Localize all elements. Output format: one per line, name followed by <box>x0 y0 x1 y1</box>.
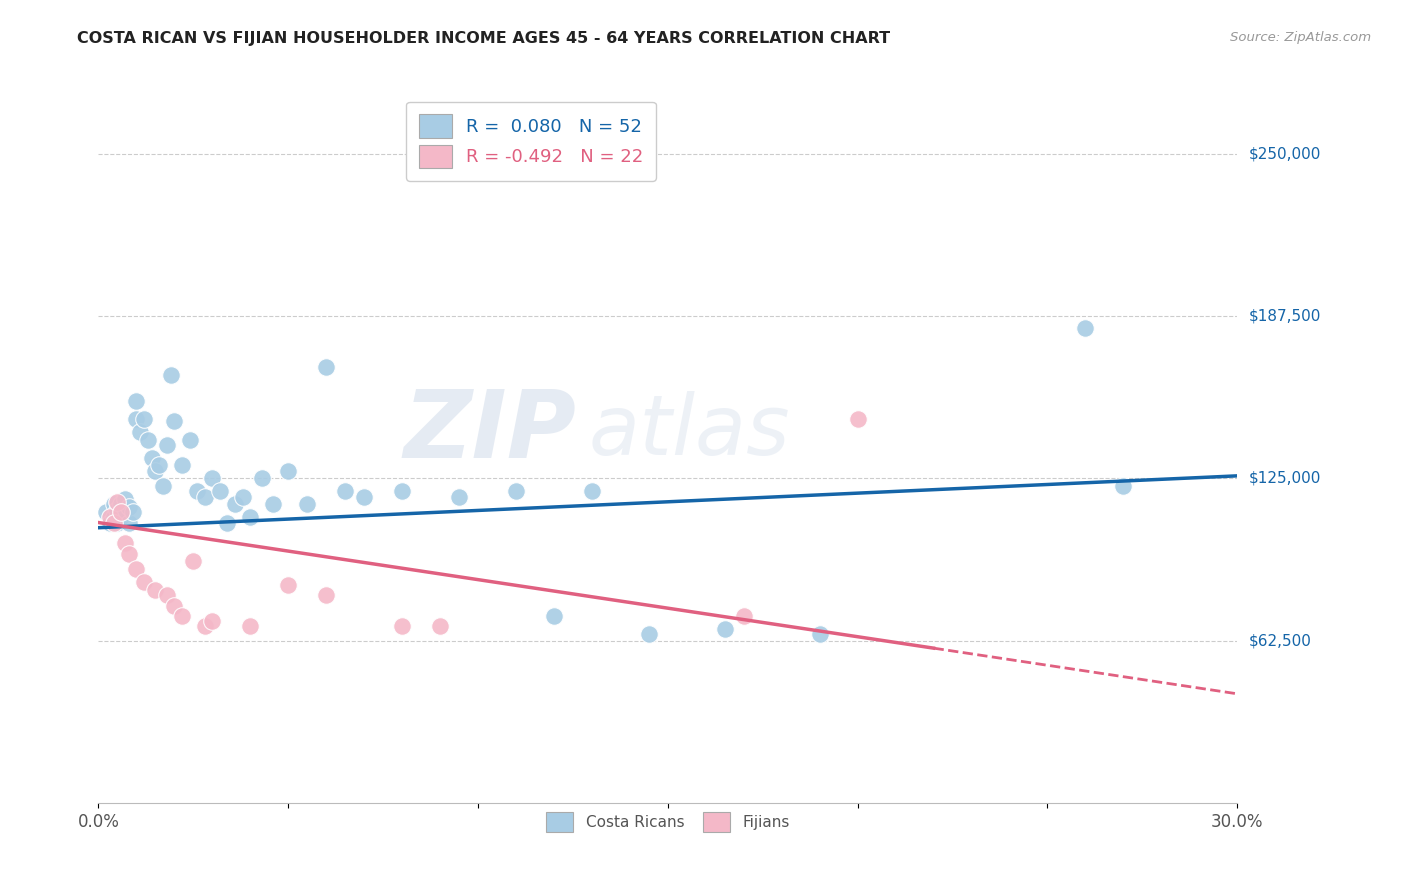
Point <box>194 619 217 633</box>
Point <box>121 505 143 519</box>
Point <box>543 609 565 624</box>
Point <box>232 490 254 504</box>
Point <box>714 622 737 636</box>
Point <box>391 619 413 633</box>
Point <box>277 464 299 478</box>
Point <box>250 471 273 485</box>
Point <box>125 393 148 408</box>
Point <box>98 516 121 530</box>
Point <box>505 484 527 499</box>
Text: $125,000: $125,000 <box>1249 471 1320 486</box>
Point <box>103 510 125 524</box>
Point <box>208 484 231 499</box>
Point <box>156 588 179 602</box>
Point <box>315 359 337 374</box>
Text: ZIP: ZIP <box>404 385 576 478</box>
Point <box>107 495 129 509</box>
Point <box>163 599 186 613</box>
Point <box>239 619 262 633</box>
Point <box>353 490 375 504</box>
Point <box>110 497 132 511</box>
Point <box>808 627 831 641</box>
Text: $62,500: $62,500 <box>1249 633 1312 648</box>
Point <box>335 484 357 499</box>
Text: atlas: atlas <box>588 392 790 472</box>
Point <box>638 627 661 641</box>
Point <box>315 588 337 602</box>
Point <box>103 497 125 511</box>
Point <box>107 516 129 530</box>
Point <box>107 502 129 516</box>
Point <box>118 516 141 530</box>
Point <box>277 578 299 592</box>
Point <box>114 492 136 507</box>
Point <box>98 510 121 524</box>
Text: $250,000: $250,000 <box>1249 146 1320 161</box>
Point <box>145 582 167 597</box>
Point <box>170 458 193 473</box>
Point <box>94 505 117 519</box>
Point <box>1074 321 1097 335</box>
Text: $187,500: $187,500 <box>1249 309 1320 324</box>
Point <box>733 609 755 624</box>
Point <box>262 497 284 511</box>
Point <box>156 438 179 452</box>
Point <box>125 411 148 425</box>
Point <box>194 490 217 504</box>
Point <box>152 479 174 493</box>
Point <box>201 614 224 628</box>
Point <box>132 575 155 590</box>
Point <box>141 450 163 465</box>
Point <box>183 554 205 568</box>
Point <box>170 609 193 624</box>
Text: COSTA RICAN VS FIJIAN HOUSEHOLDER INCOME AGES 45 - 64 YEARS CORRELATION CHART: COSTA RICAN VS FIJIAN HOUSEHOLDER INCOME… <box>77 31 890 46</box>
Legend: Costa Ricans, Fijians: Costa Ricans, Fijians <box>540 806 796 838</box>
Point <box>118 500 141 514</box>
Point <box>114 505 136 519</box>
Point <box>103 516 125 530</box>
Point <box>179 433 201 447</box>
Point <box>201 471 224 485</box>
Point <box>148 458 170 473</box>
Point <box>391 484 413 499</box>
Point <box>1112 479 1135 493</box>
Point <box>429 619 451 633</box>
Point <box>159 368 181 382</box>
Point <box>846 411 869 425</box>
Point <box>297 497 319 511</box>
Point <box>125 562 148 576</box>
Point <box>136 433 159 447</box>
Point <box>114 536 136 550</box>
Point <box>449 490 471 504</box>
Point <box>110 505 132 519</box>
Point <box>129 425 152 439</box>
Point <box>118 547 141 561</box>
Text: Source: ZipAtlas.com: Source: ZipAtlas.com <box>1230 31 1371 45</box>
Point <box>110 510 132 524</box>
Point <box>163 414 186 428</box>
Point <box>239 510 262 524</box>
Point <box>581 484 603 499</box>
Point <box>132 411 155 425</box>
Point <box>186 484 208 499</box>
Point <box>217 516 239 530</box>
Point <box>224 497 246 511</box>
Point <box>145 464 167 478</box>
